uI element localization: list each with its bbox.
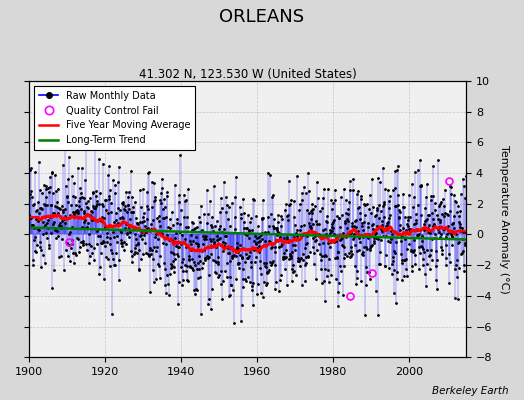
- Y-axis label: Temperature Anomaly (°C): Temperature Anomaly (°C): [499, 145, 509, 294]
- Text: Berkeley Earth: Berkeley Earth: [432, 386, 508, 396]
- Legend: Raw Monthly Data, Quality Control Fail, Five Year Moving Average, Long-Term Tren: Raw Monthly Data, Quality Control Fail, …: [34, 86, 195, 150]
- Text: ORLEANS: ORLEANS: [220, 8, 304, 26]
- Title: 41.302 N, 123.530 W (United States): 41.302 N, 123.530 W (United States): [139, 68, 356, 81]
